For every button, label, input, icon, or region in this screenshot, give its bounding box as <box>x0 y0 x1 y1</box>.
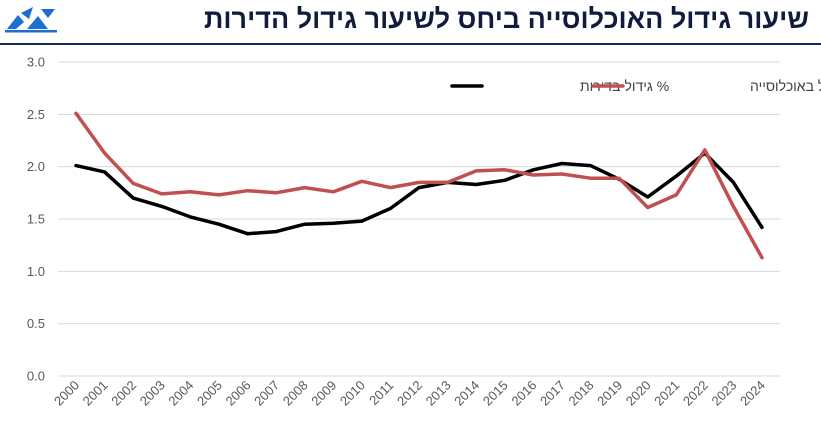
x-tick-label: 2010 <box>337 378 368 409</box>
x-axis: 2000200120022003200420052006200720082009… <box>51 378 768 409</box>
y-tick-label: 3.0 <box>27 55 45 70</box>
x-tick-label: 2005 <box>194 378 225 409</box>
x-tick-label: 2008 <box>280 378 311 409</box>
x-tick-label: 2000 <box>51 378 82 409</box>
page-title: שיעור גידול האוכלוסייה ביחס לשיעור גידול… <box>204 4 809 34</box>
x-tick-label: 2007 <box>251 378 282 409</box>
x-tick-label: 2021 <box>651 378 682 409</box>
x-tick-label: 2016 <box>508 378 539 409</box>
series-lines <box>74 111 764 260</box>
legend: % גידול בדירות% גידול באוכלוסייה <box>450 78 821 94</box>
series-line-0 <box>74 151 764 236</box>
x-tick-label: 2012 <box>394 378 425 409</box>
y-axis: 0.0 0.5 1.0 1.5 2.0 2.5 3.0 <box>27 55 45 384</box>
organization-logo-icon <box>5 7 57 33</box>
x-tick-label: 2015 <box>480 378 511 409</box>
header: שיעור גידול האוכלוסייה ביחס לשיעור גידול… <box>0 0 821 45</box>
x-tick-label: 2020 <box>623 378 654 409</box>
x-tick-label: 2013 <box>423 378 454 409</box>
x-tick-label: 2004 <box>165 378 196 409</box>
x-tick-label: 2022 <box>680 378 711 409</box>
y-tick-label: 2.0 <box>27 159 45 174</box>
y-tick-label: 0.5 <box>27 316 45 331</box>
x-tick-label: 2003 <box>137 378 168 409</box>
series-line-1 <box>74 111 764 260</box>
y-tick-label: 0.0 <box>27 369 45 384</box>
x-tick-label: 2006 <box>223 378 254 409</box>
y-tick-label: 1.0 <box>27 264 45 279</box>
x-tick-label: 2024 <box>737 378 768 409</box>
x-tick-label: 2014 <box>451 378 482 409</box>
header-divider <box>0 43 821 45</box>
x-tick-label: 2009 <box>308 378 339 409</box>
x-tick-label: 2023 <box>708 378 739 409</box>
x-tick-label: 2011 <box>366 378 396 408</box>
y-tick-label: 1.5 <box>27 212 45 227</box>
gridlines <box>58 61 780 377</box>
y-tick-label: 2.5 <box>27 107 45 122</box>
x-tick-label: 2018 <box>566 378 597 409</box>
legend-label: % גידול באוכלוסייה <box>750 78 821 94</box>
x-tick-label: 2002 <box>108 378 139 409</box>
x-tick-label: 2019 <box>594 378 625 409</box>
x-tick-label: 2001 <box>80 378 111 409</box>
x-tick-label: 2017 <box>537 378 568 409</box>
